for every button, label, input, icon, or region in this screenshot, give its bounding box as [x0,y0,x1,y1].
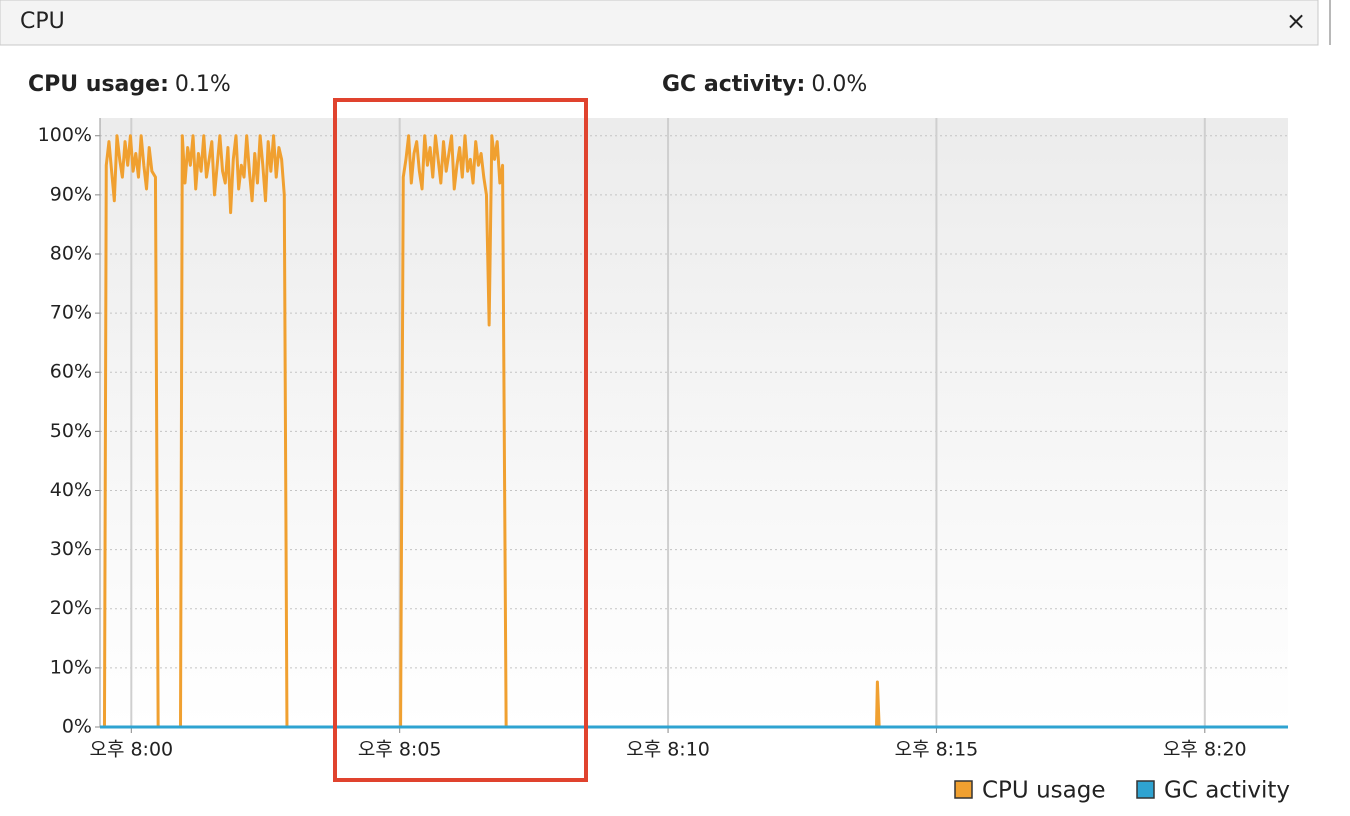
x-tick-label: 오후 8:05 [358,739,442,761]
stat-label: CPU usage: [28,72,169,97]
x-tick-label: 오후 8:00 [89,739,173,761]
x-tick-label: 오후 8:10 [626,739,710,761]
y-tick-label: 90% [50,183,92,205]
y-tick-label: 100% [38,124,92,146]
panel-title: CPU [20,9,65,34]
y-tick-label: 70% [50,302,92,324]
legend-swatch [1136,780,1155,799]
x-tick-label: 오후 8:20 [1163,739,1247,761]
legend-label: GC activity [1164,778,1290,804]
y-tick-label: 30% [50,538,92,560]
legend-label: CPU usage [982,778,1105,804]
stat-value: 0.1% [175,72,231,97]
series-line [102,134,1288,729]
y-tick-label: 10% [50,656,92,678]
stat-gc: GC activity: 0.0% [662,72,867,97]
highlight-box [333,98,588,782]
y-tick-label: 80% [50,242,92,264]
stat-value: 0.0% [811,72,867,97]
plot-area [100,118,1288,727]
y-tick-label: 40% [50,479,92,501]
x-tick-label: 오후 8:15 [895,739,979,761]
close-button[interactable]: × [1286,7,1306,35]
stat-cpu: CPU usage: 0.1% [28,72,231,97]
y-tick-label: 60% [50,361,92,383]
y-tick-label: 20% [50,597,92,619]
y-tick-label: 50% [50,420,92,442]
y-tick-label: 0% [62,716,92,738]
stat-label: GC activity: [662,72,805,97]
tab-header [0,0,1319,46]
legend-swatch [954,780,973,799]
